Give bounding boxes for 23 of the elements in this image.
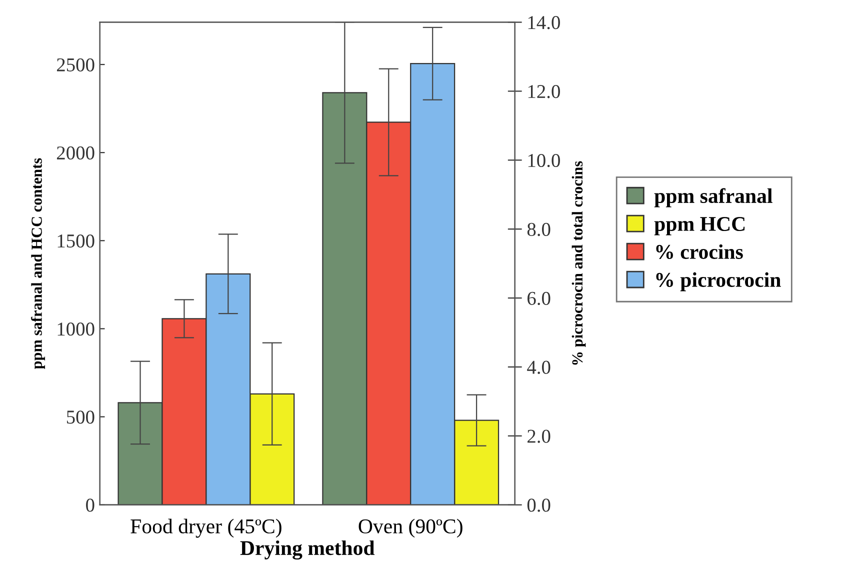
legend-label: ppm HCC [654, 217, 745, 236]
legend-label: ppm safranal [654, 188, 772, 208]
legend-label: % crocins [656, 244, 743, 260]
y-tick-label: 1000 [58, 322, 94, 336]
y2-tick-label: 14.0 [528, 16, 560, 30]
y-tick-label: 2500 [56, 58, 94, 72]
y-tick-label: 0 [86, 498, 94, 512]
y2-tick-label: 8.0 [527, 222, 550, 236]
y2-tick-label: 6.0 [528, 292, 550, 306]
y2-axis-title: % picrocrocin and total crocins [572, 161, 586, 365]
y-tick-label: 1500 [58, 234, 94, 248]
y2-tick-label: 4.0 [527, 360, 550, 374]
x-axis-title: Drying method [240, 540, 375, 560]
y2-tick-label: 10.0 [528, 154, 560, 168]
y-tick-label: 2000 [56, 146, 94, 160]
y2-tick-label: 2.0 [528, 430, 550, 443]
y-tick-label: 500 [66, 410, 94, 424]
x-tick-label: Food dryer (45ºC) [130, 518, 282, 538]
y-axis-title: ppm safranal and HCC contents [31, 158, 46, 370]
y2-tick-label: 12.0 [528, 84, 560, 98]
x-tick-label: Oven (90ºC) [358, 518, 462, 538]
legend-label: % picrocrocin [656, 272, 781, 292]
y2-tick-label: 0.0 [527, 498, 550, 512]
